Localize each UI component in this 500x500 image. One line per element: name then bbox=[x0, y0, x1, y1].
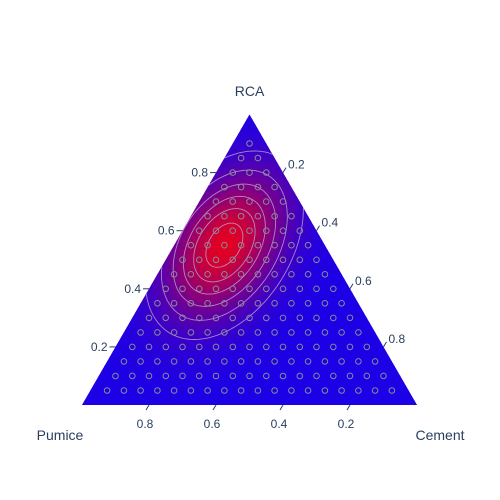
pumice-tick-label: 0.8 bbox=[137, 417, 154, 431]
tick-mark bbox=[146, 405, 149, 410]
cement-tick-label: 0.6 bbox=[355, 274, 372, 288]
rca-tick-label: 0.6 bbox=[158, 224, 175, 238]
pumice-axis-title: Pumice bbox=[37, 427, 84, 443]
cement-tick-label: 0.4 bbox=[322, 216, 339, 230]
contour-fill-cell bbox=[247, 115, 253, 120]
rca-tick-label: 0.4 bbox=[124, 282, 141, 296]
pumice-tick-label: 0.2 bbox=[338, 417, 355, 431]
tick-mark bbox=[347, 405, 350, 410]
cement-tick-label: 0.8 bbox=[389, 332, 406, 346]
tick-mark bbox=[280, 405, 283, 410]
rca-tick-label: 0.2 bbox=[91, 340, 108, 354]
tick-mark bbox=[213, 405, 216, 410]
tick-mark bbox=[283, 168, 286, 173]
pumice-tick-label: 0.4 bbox=[271, 417, 288, 431]
pumice-tick-label: 0.6 bbox=[204, 417, 221, 431]
tick-mark bbox=[317, 226, 320, 231]
rca-tick-label: 0.8 bbox=[191, 166, 208, 180]
contour-fill-layer bbox=[82, 115, 417, 406]
tick-mark bbox=[350, 284, 353, 289]
rca-axis-title: RCA bbox=[235, 83, 265, 99]
cement-axis-title: Cement bbox=[415, 427, 464, 443]
tick-mark bbox=[384, 342, 387, 347]
cement-tick-label: 0.2 bbox=[288, 158, 305, 172]
